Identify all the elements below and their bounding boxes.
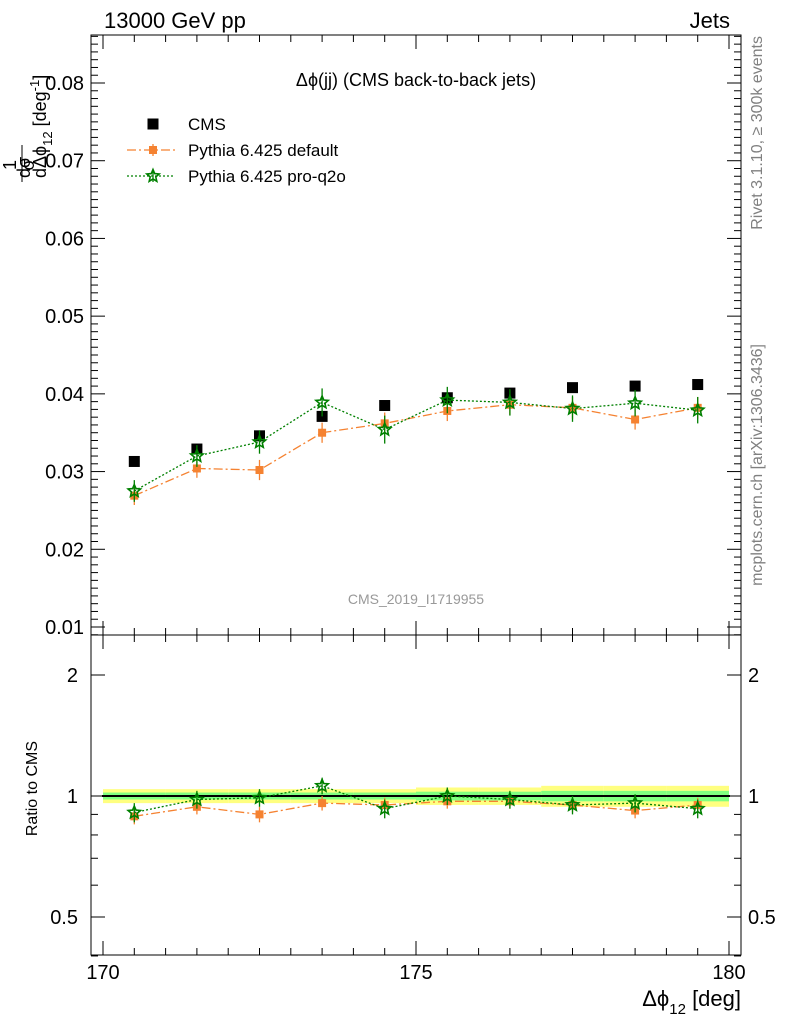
ratio-y-tick-label-right: 1	[748, 786, 759, 808]
main-y-tick-label: 0.05	[45, 306, 84, 328]
legend-label: Pythia 6.425 pro-q2o	[188, 167, 346, 186]
main-series-pythia-6-425-pro-q2o	[126, 386, 706, 502]
x-label-text: Δϕ12 [deg]	[642, 986, 741, 1018]
data-point	[318, 799, 327, 808]
header-left: 13000 GeV pp	[104, 8, 246, 33]
data-point	[567, 382, 578, 394]
data-point	[439, 787, 456, 804]
data-point	[626, 394, 644, 411]
y-label-ddphi: dΔϕ12 [deg-1]	[27, 75, 55, 178]
main-y-tick-label: 0.02	[45, 539, 84, 561]
data-point	[126, 803, 143, 820]
data-series	[126, 379, 706, 825]
data-point	[313, 393, 331, 410]
data-point	[188, 790, 206, 807]
series-line	[133, 399, 698, 492]
chart-title: Δϕ(jj) (CMS back-to-back jets)	[296, 70, 536, 90]
legend-label: CMS	[188, 115, 226, 134]
ratio-y-tick-label-right: 2	[748, 665, 759, 687]
rivet-label: Rivet 3.1.10, ≥ 300k events	[749, 36, 766, 230]
mcplots-label: mcplots.cern.ch [arXiv:1306.3436]	[749, 344, 766, 586]
data-point	[692, 379, 704, 391]
main-y-tick-label: 0.08	[45, 73, 84, 95]
data-point	[689, 401, 706, 418]
legend-marker	[147, 118, 159, 130]
watermark: CMS_2019_I1719955	[348, 591, 484, 607]
ratio-y-tick-label-right: 0.5	[748, 907, 776, 929]
main-y-tick-label: 0.06	[45, 228, 84, 250]
y-label-one-over-sigma: 1σ	[0, 159, 38, 170]
main-y-tick-label: 0.04	[45, 384, 84, 406]
data-point	[631, 415, 640, 424]
header-right: Jets	[690, 8, 730, 33]
data-point	[251, 433, 268, 449]
series-line	[134, 785, 698, 814]
legend: CMS Pythia 6.425 default Pythia 6.425 pro-…	[127, 115, 346, 186]
main-y-tick-label: 0.03	[45, 462, 84, 484]
data-point	[376, 800, 393, 816]
x-tick-label: 170	[86, 962, 119, 984]
data-point	[626, 794, 644, 811]
data-point	[251, 789, 268, 805]
main-y-tick-label: 0.01	[45, 617, 84, 639]
data-point	[564, 399, 581, 416]
data-point	[192, 464, 201, 473]
data-point	[188, 447, 206, 463]
ratio-y-tick-label: 2	[67, 665, 78, 687]
legend-marker	[144, 167, 162, 184]
data-point	[439, 391, 456, 407]
tick-labels: 170 175 180 0.01 0.02 0.03 0.04 0.05 0.06 0.07 0.0…	[45, 73, 776, 984]
x-tick-label: 180	[712, 962, 745, 984]
data-point	[379, 400, 391, 412]
data-point	[629, 380, 641, 392]
data-point	[501, 393, 519, 410]
series-line	[134, 404, 698, 497]
axis-ticks	[91, 35, 741, 957]
main-series-cms	[128, 379, 704, 467]
series-line	[134, 800, 698, 817]
data-point	[501, 790, 519, 807]
data-point	[126, 482, 143, 499]
ratio-y-tick-label: 1	[67, 786, 78, 808]
data-point	[255, 810, 264, 819]
data-point	[318, 428, 327, 437]
legend-marker	[149, 146, 157, 154]
data-point	[128, 455, 140, 467]
ratio-y-tick-label: 0.5	[50, 907, 78, 929]
ratio-y-axis-label: Ratio to CMS	[24, 741, 41, 836]
x-tick-label: 175	[399, 962, 432, 984]
main-y-tick-label: 0.07	[45, 151, 84, 173]
data-point	[376, 421, 393, 437]
data-point	[564, 796, 581, 812]
x-axis-label: Δϕ12 [deg]	[642, 986, 741, 1018]
legend-label: Pythia 6.425 default	[188, 141, 339, 160]
data-point	[313, 777, 331, 793]
main-series-pythia-6-425-default	[130, 394, 702, 505]
data-point	[689, 800, 706, 816]
data-point	[255, 466, 264, 475]
y-label-dsigma: dσ	[14, 157, 34, 178]
ratio-series-pythia-6-425-pro-q2o	[126, 777, 706, 823]
